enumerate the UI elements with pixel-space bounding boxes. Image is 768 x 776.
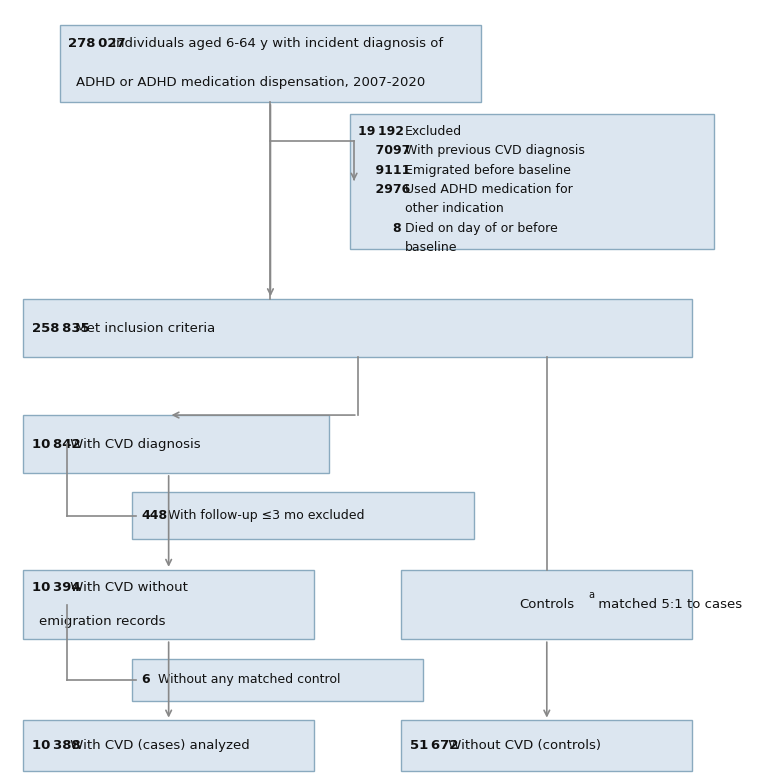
FancyBboxPatch shape bbox=[23, 720, 314, 771]
Text: matched 5:1 to cases: matched 5:1 to cases bbox=[594, 598, 742, 611]
FancyBboxPatch shape bbox=[402, 570, 692, 639]
Text: Met inclusion criteria: Met inclusion criteria bbox=[71, 321, 216, 334]
Text: Emigrated before baseline: Emigrated before baseline bbox=[405, 164, 571, 177]
Text: Controls: Controls bbox=[519, 598, 574, 611]
Text: 278 027: 278 027 bbox=[68, 37, 126, 50]
Text: 51 672: 51 672 bbox=[410, 739, 458, 752]
Text: With previous CVD diagnosis: With previous CVD diagnosis bbox=[405, 144, 585, 158]
Text: Without any matched control: Without any matched control bbox=[150, 674, 340, 687]
Text: With CVD without: With CVD without bbox=[66, 580, 188, 594]
Text: 6: 6 bbox=[141, 674, 150, 687]
Text: 258 835: 258 835 bbox=[32, 321, 90, 334]
Text: Used ADHD medication for: Used ADHD medication for bbox=[405, 183, 573, 196]
FancyBboxPatch shape bbox=[350, 113, 714, 249]
FancyBboxPatch shape bbox=[132, 493, 474, 539]
FancyBboxPatch shape bbox=[23, 570, 314, 639]
FancyBboxPatch shape bbox=[60, 25, 482, 102]
Text: Without CVD (controls): Without CVD (controls) bbox=[444, 739, 601, 752]
Text: 10 394: 10 394 bbox=[32, 580, 81, 594]
Text: other indication: other indication bbox=[405, 203, 504, 216]
FancyBboxPatch shape bbox=[402, 720, 692, 771]
Text: 19 192: 19 192 bbox=[358, 125, 404, 138]
FancyBboxPatch shape bbox=[132, 659, 423, 702]
Text: Individuals aged 6-64 y with incident diagnosis of: Individuals aged 6-64 y with incident di… bbox=[108, 37, 442, 50]
Text: ADHD or ADHD medication dispensation, 2007-2020: ADHD or ADHD medication dispensation, 20… bbox=[75, 76, 425, 89]
Text: 2976: 2976 bbox=[358, 183, 410, 196]
Text: With follow-up ≤3 mo excluded: With follow-up ≤3 mo excluded bbox=[160, 509, 365, 522]
Text: 10 388: 10 388 bbox=[32, 739, 81, 752]
Text: With CVD (cases) analyzed: With CVD (cases) analyzed bbox=[66, 739, 250, 752]
Text: Died on day of or before: Died on day of or before bbox=[405, 222, 558, 235]
Text: Excluded: Excluded bbox=[405, 125, 462, 138]
FancyBboxPatch shape bbox=[23, 415, 329, 473]
Text: emigration records: emigration records bbox=[39, 615, 166, 629]
Text: 9111: 9111 bbox=[358, 164, 410, 177]
Text: 8: 8 bbox=[358, 222, 402, 235]
FancyBboxPatch shape bbox=[23, 299, 692, 357]
Text: 7097: 7097 bbox=[358, 144, 410, 158]
Text: With CVD diagnosis: With CVD diagnosis bbox=[66, 438, 200, 451]
Text: a: a bbox=[588, 591, 594, 600]
Text: 448: 448 bbox=[141, 509, 167, 522]
Text: baseline: baseline bbox=[405, 241, 458, 254]
Text: 10 842: 10 842 bbox=[32, 438, 81, 451]
